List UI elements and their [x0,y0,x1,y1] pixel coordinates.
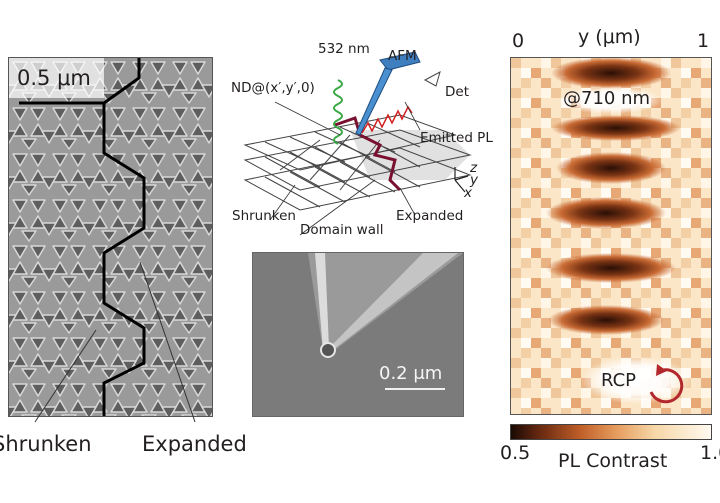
label-532nm: 532 nm [318,41,370,57]
colorbar-title: PL Contrast [558,450,668,472]
afm-tip-image [308,253,463,390]
label-afm: AFM [388,48,417,64]
label-domain-wall: Domain wall [300,222,384,238]
emitted-pl-wave-icon [361,105,413,134]
nanodiamond-icon [320,342,336,358]
afm-cantilever-icon [379,51,421,71]
label-emitted-pl: Emitted PL [420,130,493,146]
label-nd: ND@(x′,y′,0) [231,80,315,96]
colorbar [510,424,712,440]
polarization-label: RCP [601,370,637,391]
afm-tip-sem-panel: 0.2 μm [252,252,464,417]
axis-min-label: 0 [512,30,525,52]
leader-lines-a [34,261,196,423]
rcp-rotation-arrow-icon [649,368,684,404]
dark-band [556,152,666,184]
domain-wall-path [334,116,402,192]
label-expanded-b: Expanded [396,208,464,224]
detector-icon [423,71,441,87]
dark-band [546,197,666,229]
axis-y-label: y [470,172,478,188]
sem-lattice-panel: 0.5 μm [8,57,213,417]
dark-band [551,58,671,89]
axis-x-label: x [464,185,472,201]
scale-bar-label-c: 0.2 μm [379,363,443,384]
label-shrunken-a: Shrunken [0,432,92,456]
label-shrunken-b: Shrunken [232,208,296,224]
colorbar-min-label: 0.5 [500,442,531,464]
afm-tip-icon [355,67,393,136]
heatmap-cells [511,58,711,414]
axis-z-label: z [470,160,478,176]
axis-title: y (μm) [578,26,641,48]
axis-max-label: 1 [697,30,710,52]
lattice-image [9,58,212,416]
dark-band [551,115,681,141]
label-det: Det [445,84,469,100]
domain-wall-line [102,58,146,416]
dark-band [546,253,676,283]
label-expanded-a: Expanded [142,432,247,456]
colorbar-max-label: 1.0 [700,442,720,464]
wavelength-label: @710 nm [563,88,651,109]
scale-bar-label-a: 0.5 μm [17,66,91,90]
pl-contrast-heatmap: @710 nm RCP [510,57,712,415]
lattice-grid [243,114,472,211]
axes-icon [454,167,469,193]
dark-band [548,305,664,335]
schematic-diagram [243,51,472,236]
laser-beam-icon [333,79,343,145]
